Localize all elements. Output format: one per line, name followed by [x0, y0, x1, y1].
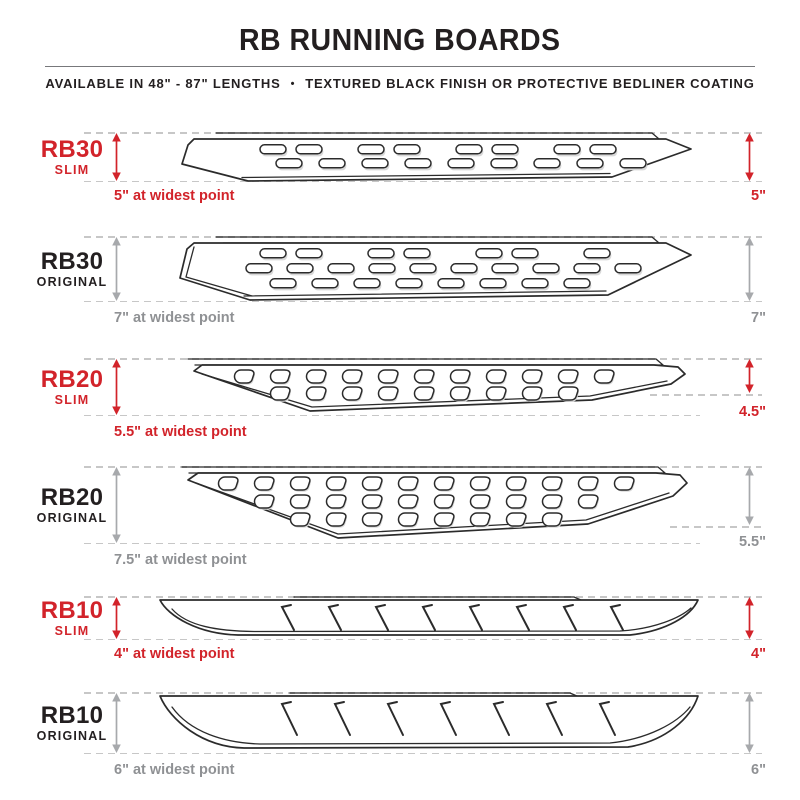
board-label: RB10 SLIM [26, 598, 118, 638]
bullet-separator-icon: • [290, 78, 296, 90]
dashed-guide-bottom [84, 542, 700, 544]
model-name: RB20 [40, 484, 104, 511]
widest-point-caption: 6" at widest point [114, 762, 235, 778]
variant-name: SLIM [54, 163, 90, 178]
model-name: RB30 [40, 248, 104, 275]
board-comparison-list: RB30 SLIM 5 [0, 104, 800, 778]
section-rb20-slim: RB20 SLIM [0, 326, 800, 440]
page-header: RB RUNNING BOARDS AVAILABLE IN 48" - 87"… [0, 0, 800, 91]
variant-name: ORIGINAL [36, 275, 108, 290]
height-dim-label: 4" [751, 646, 766, 662]
dashed-guide-bottom [84, 300, 762, 302]
height-dim-label: 5.5" [738, 534, 766, 550]
page-title: RB RUNNING BOARDS [239, 22, 561, 57]
right-height-arrow-icon [745, 359, 754, 393]
rb30-slim-board-illustration [181, 132, 692, 182]
subtitle-finish: TEXTURED BLACK FINISH OR PROTECTIVE BEDL… [305, 76, 755, 91]
board-label: RB30 SLIM [26, 137, 118, 177]
dashed-guide-right [670, 526, 762, 528]
section-rb30-slim: RB30 SLIM 5 [0, 104, 800, 204]
widest-point-caption: 5.5" at widest point [114, 424, 247, 440]
variant-name: SLIM [54, 624, 90, 639]
left-height-arrow-icon [112, 693, 121, 753]
variant-name: ORIGINAL [36, 729, 108, 744]
widest-point-caption: 7" at widest point [114, 310, 235, 326]
dashed-guide-bottom [84, 638, 762, 640]
section-rb30-original: RB30 ORIGINAL [0, 204, 800, 326]
diagram-band [84, 358, 762, 416]
board-label: RB20 ORIGINAL [26, 485, 118, 525]
height-dim-label: 5" [751, 188, 766, 204]
variant-name: ORIGINAL [36, 511, 108, 526]
height-dim-label: 4.5" [738, 404, 766, 420]
diagram-band [84, 132, 762, 182]
section-rb20-original: RB20 ORIGINAL [0, 440, 800, 568]
left-height-arrow-icon [112, 237, 121, 301]
model-name: RB10 [40, 702, 104, 729]
board-label: RB20 SLIM [26, 367, 118, 407]
rb20-original-board-illustration [181, 466, 688, 539]
diagram-band [84, 596, 762, 640]
left-height-arrow-icon [112, 359, 121, 415]
title-divider [45, 66, 755, 67]
board-label: RB10 ORIGINAL [26, 703, 118, 743]
rb20-slim-board-illustration [187, 358, 686, 412]
section-rb10-original: RB10 ORIGINAL 6" at widest point 6 [0, 662, 800, 778]
model-name: RB20 [40, 366, 104, 393]
left-height-arrow-icon [112, 597, 121, 639]
dashed-guide-bottom [84, 414, 700, 416]
subtitle-lengths: AVAILABLE IN 48" - 87" LENGTHS [45, 76, 281, 91]
rb10-slim-board-illustration [159, 596, 699, 636]
rb30-original-board-illustration [179, 236, 692, 301]
diagram-band [84, 692, 762, 754]
rb10-original-board-illustration [159, 692, 699, 749]
variant-name: SLIM [54, 393, 90, 408]
dashed-guide-bottom [84, 180, 762, 182]
model-name: RB30 [40, 136, 104, 163]
section-rb10-slim: RB10 SLIM 4" at widest point 4" [0, 568, 800, 662]
right-height-arrow-icon [745, 597, 754, 639]
diagram-band [84, 236, 762, 302]
height-dim-label: 7" [751, 310, 766, 326]
right-height-arrow-icon [745, 693, 754, 753]
dashed-guide-bottom [84, 752, 762, 754]
model-name: RB10 [40, 597, 104, 624]
diagram-band [84, 466, 762, 544]
board-label: RB30 ORIGINAL [26, 249, 118, 289]
left-height-arrow-icon [112, 133, 121, 181]
height-dim-label: 6" [751, 762, 766, 778]
right-height-arrow-icon [745, 237, 754, 301]
widest-point-caption: 7.5" at widest point [114, 552, 247, 568]
dashed-guide-right [650, 394, 762, 396]
left-height-arrow-icon [112, 467, 121, 543]
right-height-arrow-icon [745, 467, 754, 525]
widest-point-caption: 5" at widest point [114, 188, 235, 204]
page-subtitle: AVAILABLE IN 48" - 87" LENGTHS • TEXTURED … [0, 76, 800, 91]
right-height-arrow-icon [745, 133, 754, 181]
widest-point-caption: 4" at widest point [114, 646, 235, 662]
